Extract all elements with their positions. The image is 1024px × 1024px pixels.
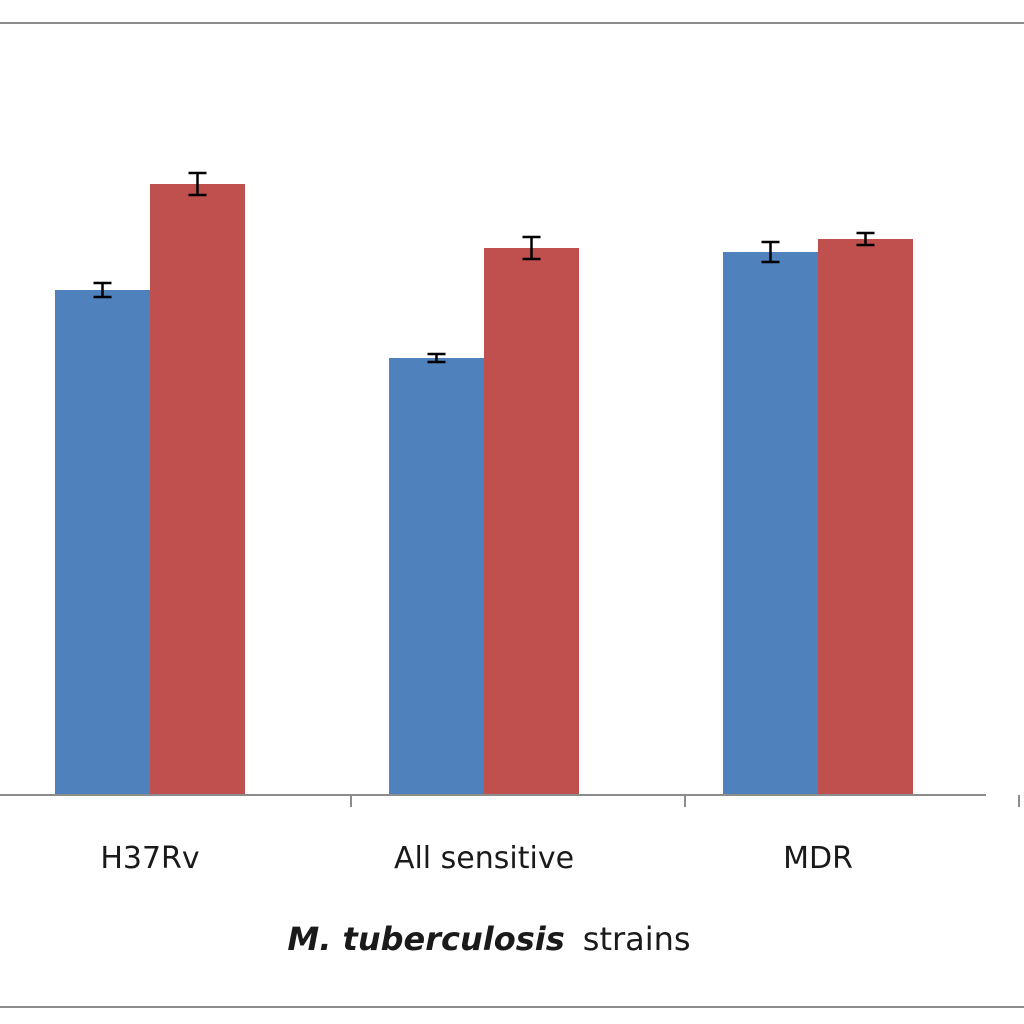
x-tick-label-mdr: MDR	[783, 841, 853, 876]
error-bar-h37rv-series-2	[188, 171, 207, 197]
x-tick-label-all-sensitive: All sensitive	[394, 841, 574, 876]
bar-h37rv-series-1	[55, 290, 150, 795]
x-axis-ticks	[350, 795, 1020, 807]
x-axis-title: M. tuberculosis strains	[287, 920, 690, 958]
error-bar-mdr-series-1	[761, 240, 780, 264]
x-axis-tick-labels: H37Rv All sensitive MDR	[100, 841, 853, 876]
bar-all-sensitive-series-1	[389, 358, 484, 795]
error-bars-layer	[93, 171, 875, 364]
error-bar-mdr-series-2	[856, 231, 875, 247]
bars-layer	[55, 184, 913, 795]
x-axis-title-italic: M. tuberculosis	[287, 920, 564, 958]
error-bar-all-sensitive-series-1	[427, 352, 446, 364]
x-tick-label-h37rv: H37Rv	[100, 841, 199, 876]
x-axis-title-rest: strains	[583, 920, 691, 958]
bar-all-sensitive-series-2	[484, 248, 579, 795]
error-bar-all-sensitive-series-2	[522, 235, 541, 261]
bar-mdr-series-2	[818, 239, 913, 795]
error-bar-h37rv-series-1	[93, 281, 112, 299]
bar-mdr-series-1	[723, 252, 818, 795]
bar-h37rv-series-2	[150, 184, 245, 795]
